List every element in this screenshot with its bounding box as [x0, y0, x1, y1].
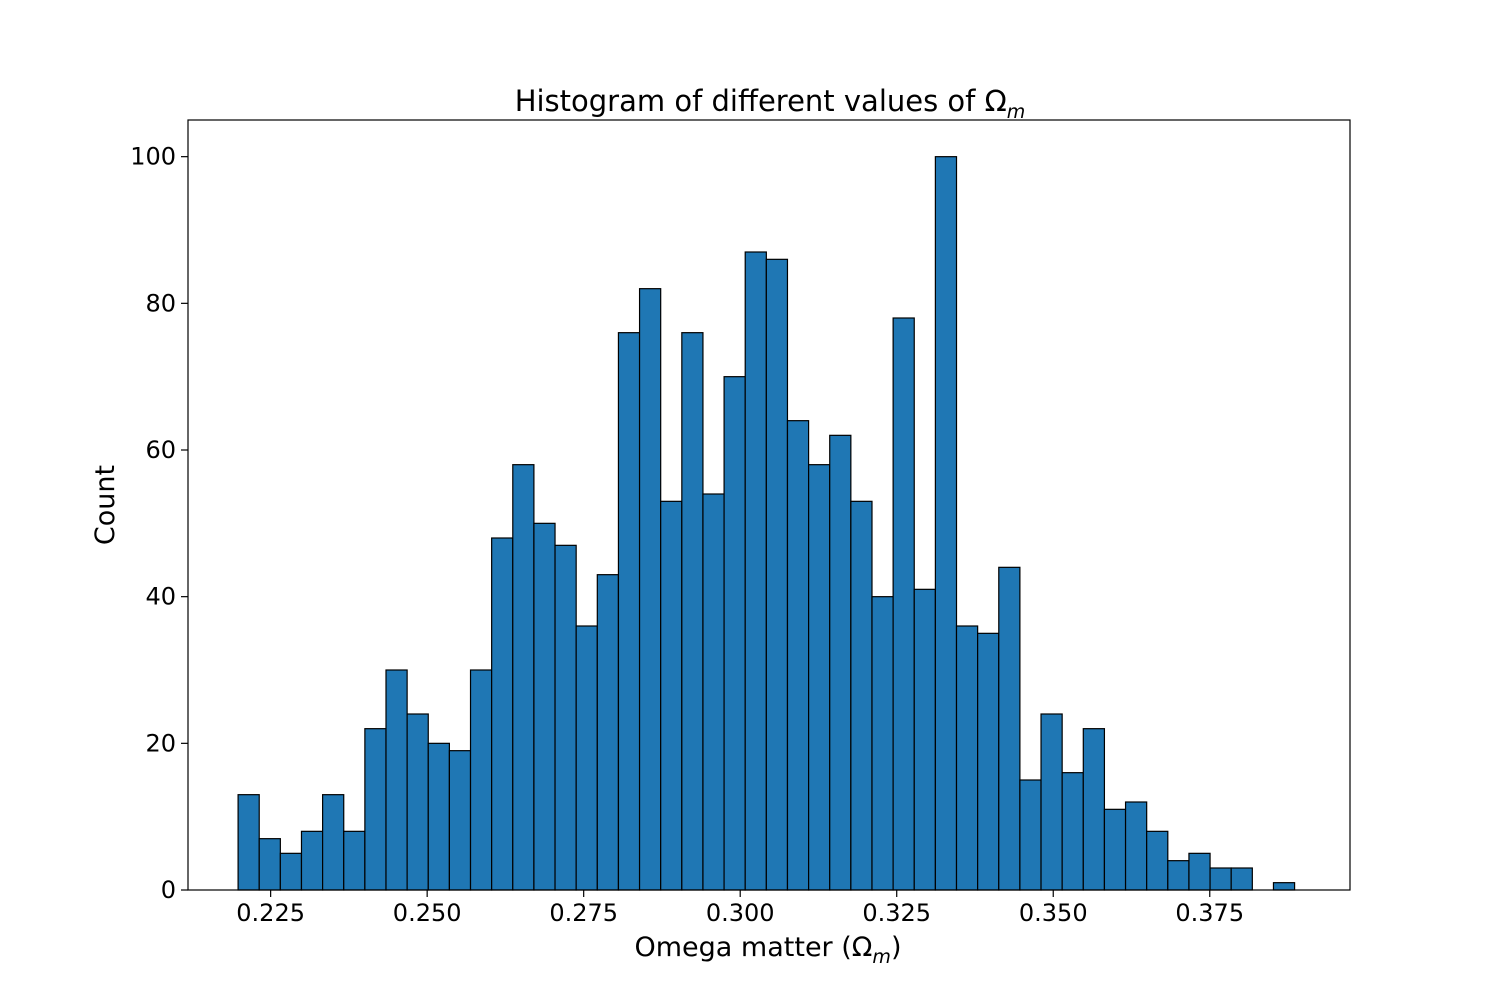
x-tick-label: 0.375 [1175, 899, 1244, 927]
x-tick-label: 0.225 [236, 899, 305, 927]
chart-title-subscript: m [1007, 101, 1026, 123]
y-tick-label: 40 [145, 583, 176, 611]
histogram-bar [1124, 801, 1148, 891]
histogram-bar [892, 317, 915, 891]
histogram-bar [1272, 882, 1296, 891]
histogram-bar [871, 596, 894, 891]
histogram-bar [977, 632, 1000, 891]
histogram-bar [322, 794, 345, 891]
histogram-bar [829, 434, 852, 891]
histogram-bar [1061, 772, 1084, 891]
y-tick-label: 60 [145, 436, 176, 464]
y-axis-ticks: 0 20 40 60 80 100 [130, 143, 188, 904]
histogram-bar [660, 500, 683, 891]
histogram-bar [469, 669, 493, 891]
histogram-bar [1019, 779, 1042, 891]
histogram-bar [1040, 713, 1063, 891]
histogram-bar [617, 332, 641, 891]
chart-title: Histogram of different values of Ωm [515, 84, 1026, 123]
chart-title-main: Histogram of different values of Ω [515, 84, 1007, 118]
histogram-bar [998, 566, 1021, 891]
histogram-bar [786, 420, 810, 891]
histogram-bar [638, 288, 662, 891]
histogram-bar [406, 713, 429, 891]
histogram-bar [575, 625, 598, 891]
histogram-bar [279, 852, 303, 891]
histogram-bar [427, 742, 450, 891]
histogram-bar [491, 537, 514, 891]
histogram-bar [681, 332, 704, 891]
histogram-bar [258, 838, 281, 891]
histogram-bar [702, 493, 725, 891]
histogram-bar [596, 574, 620, 891]
histogram-bar [723, 376, 746, 891]
x-tick-label: 0.275 [549, 899, 618, 927]
histogram-bar [934, 156, 958, 891]
histogram-bar [744, 251, 767, 891]
x-axis-ticks: 0.225 0.250 0.275 0.300 0.325 0.350 0.375 [236, 890, 1244, 927]
histogram-bar [1167, 860, 1190, 891]
histogram-bar [448, 750, 472, 891]
histogram-bar [1103, 808, 1127, 891]
histogram-bar [385, 669, 408, 891]
histogram-bars [237, 156, 1296, 891]
x-tick-label: 0.250 [393, 899, 462, 927]
y-tick-label: 100 [130, 143, 176, 171]
histogram-bar [512, 464, 535, 891]
histogram-bar [1209, 867, 1232, 891]
histogram-bar [1188, 852, 1211, 891]
y-tick-label: 80 [145, 289, 176, 317]
y-axis-label: Count [90, 465, 121, 545]
histogram-bar [237, 794, 260, 891]
x-axis-label-suffix: ) [891, 932, 902, 963]
x-tick-label: 0.325 [862, 899, 931, 927]
x-tick-label: 0.300 [706, 899, 775, 927]
histogram-bar [343, 830, 366, 891]
histogram-bar [913, 588, 936, 891]
y-tick-label: 20 [145, 729, 176, 757]
histogram-bar [533, 522, 556, 891]
histogram-bar [300, 830, 324, 891]
plot-area-frame [187, 119, 1351, 891]
histogram-bar [955, 625, 979, 891]
histogram-bar [364, 728, 387, 891]
x-tick-label: 0.350 [1019, 899, 1088, 927]
histogram-bar [1146, 830, 1169, 891]
histogram-bar [807, 464, 831, 891]
histogram-bar [765, 258, 789, 891]
histogram-bar [1082, 728, 1106, 891]
histogram-bar [850, 500, 873, 891]
x-axis-label-subscript: m [872, 946, 891, 968]
x-axis-label-main: Omega matter (Ω [635, 932, 873, 963]
x-axis-label: Omega matter (Ωm) [635, 932, 902, 968]
y-tick-label: 0 [161, 876, 176, 904]
histogram-bar [554, 544, 577, 891]
histogram-bar [1230, 867, 1253, 891]
